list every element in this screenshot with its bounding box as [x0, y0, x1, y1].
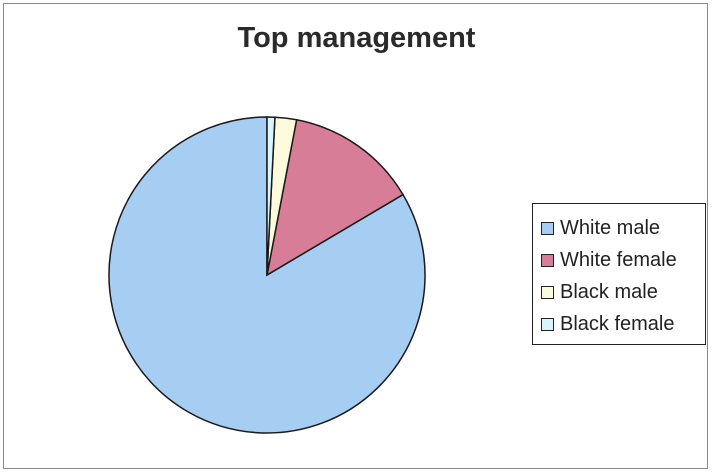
legend-item-white-male: White male [541, 212, 705, 244]
legend-item-black-male: Black male [541, 276, 705, 308]
pie-slice-black-female [266, 116, 276, 276]
legend: White male White female Black male Black… [532, 203, 706, 345]
legend-label-white-male: White male [560, 216, 661, 239]
legend-swatch-white-male [541, 221, 554, 235]
pie-slice-white-female [265, 118, 405, 277]
legend-label-white-female: White female [560, 248, 677, 271]
legend-label-black-female: Black female [560, 312, 675, 335]
chart-title: Top management [237, 22, 476, 54]
legend-item-black-female: Black female [541, 308, 705, 340]
legend-swatch-black-male [541, 285, 554, 299]
legend-swatch-black-female [541, 317, 554, 331]
legend-label-black-male: Black male [560, 280, 658, 303]
legend-swatch-white-female [541, 253, 554, 267]
legend-item-white-female: White female [541, 244, 705, 276]
